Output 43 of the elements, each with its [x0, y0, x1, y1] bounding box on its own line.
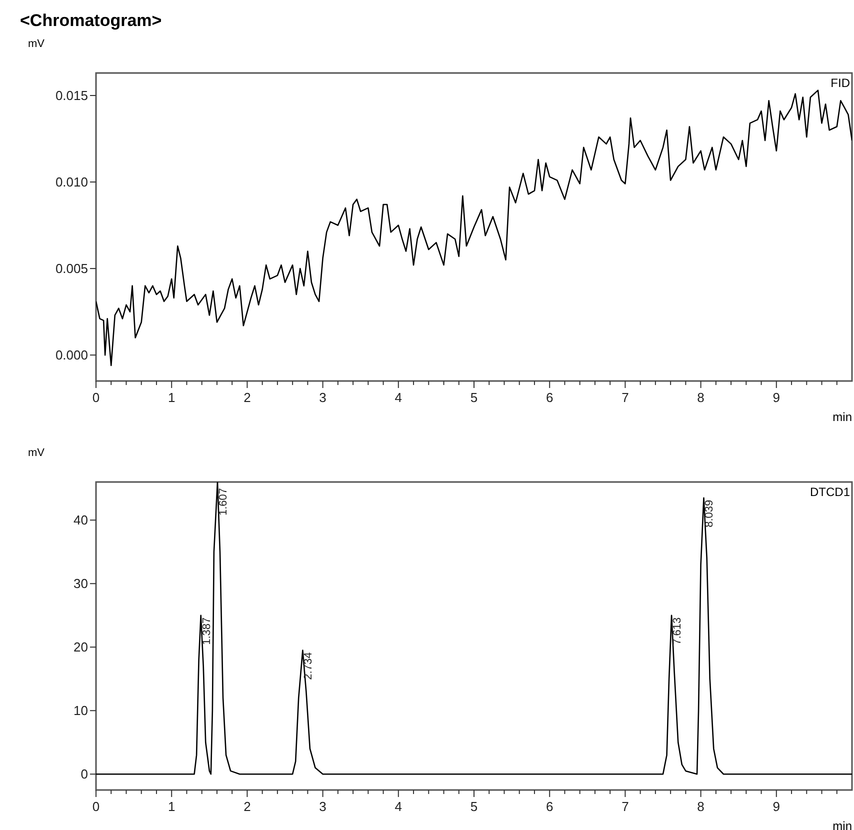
y-tick-label: 0.010	[55, 174, 88, 190]
chart-title: <Chromatogram>	[20, 11, 162, 30]
y-tick-label: 0.005	[55, 261, 88, 276]
x-tick-label: 2	[244, 799, 251, 814]
y-tick-label: 30	[74, 576, 88, 592]
y-tick-label: 0.000	[55, 348, 88, 363]
annotation: 7.613	[672, 617, 684, 645]
x-tick-label: 8	[697, 799, 704, 814]
y-axis-title: mV	[28, 447, 46, 459]
x-tick-label: 5	[470, 390, 478, 405]
y-tick-label: 0	[80, 766, 88, 782]
y-tick-label: 10	[74, 703, 88, 718]
text: DTCD1	[810, 485, 850, 499]
line-series	[96, 90, 852, 366]
x-tick-label: 6	[546, 390, 554, 405]
x-tick-label: 9	[772, 390, 780, 405]
x-axis-title: min	[832, 819, 852, 830]
x-tick-label: 0	[92, 799, 100, 814]
x-tick-label: 7	[622, 799, 629, 814]
y-axis-title: mV	[28, 38, 46, 50]
annotation: 1.607	[217, 488, 230, 516]
x-tick-label: 5	[470, 799, 478, 814]
x-tick-label: 1	[168, 799, 176, 814]
line-series	[96, 482, 852, 775]
annotation: 1.387	[200, 617, 213, 645]
y-tick-label: 20	[74, 640, 88, 655]
x-tick-label: 4	[394, 390, 402, 405]
x-tick-label: 3	[319, 799, 326, 814]
x-axis-title: min	[832, 410, 852, 424]
x-tick-label: 1	[168, 390, 176, 405]
x-tick-label: 9	[772, 799, 780, 814]
x-tick-label: 3	[319, 390, 326, 405]
y-tick-label: 40	[74, 512, 88, 528]
x-tick-label: 8	[697, 390, 704, 405]
x-tick-label: 6	[546, 799, 554, 814]
x-tick-label: 7	[622, 390, 629, 405]
x-tick-label: 0	[92, 390, 100, 405]
annotation: 8.039	[704, 500, 716, 528]
y-tick-label: 0.015	[55, 88, 88, 103]
annotation: 2.734	[302, 652, 315, 680]
x-tick-label: 4	[394, 799, 402, 814]
x-tick-label: 2	[244, 390, 251, 405]
series-label: FID	[830, 76, 850, 90]
